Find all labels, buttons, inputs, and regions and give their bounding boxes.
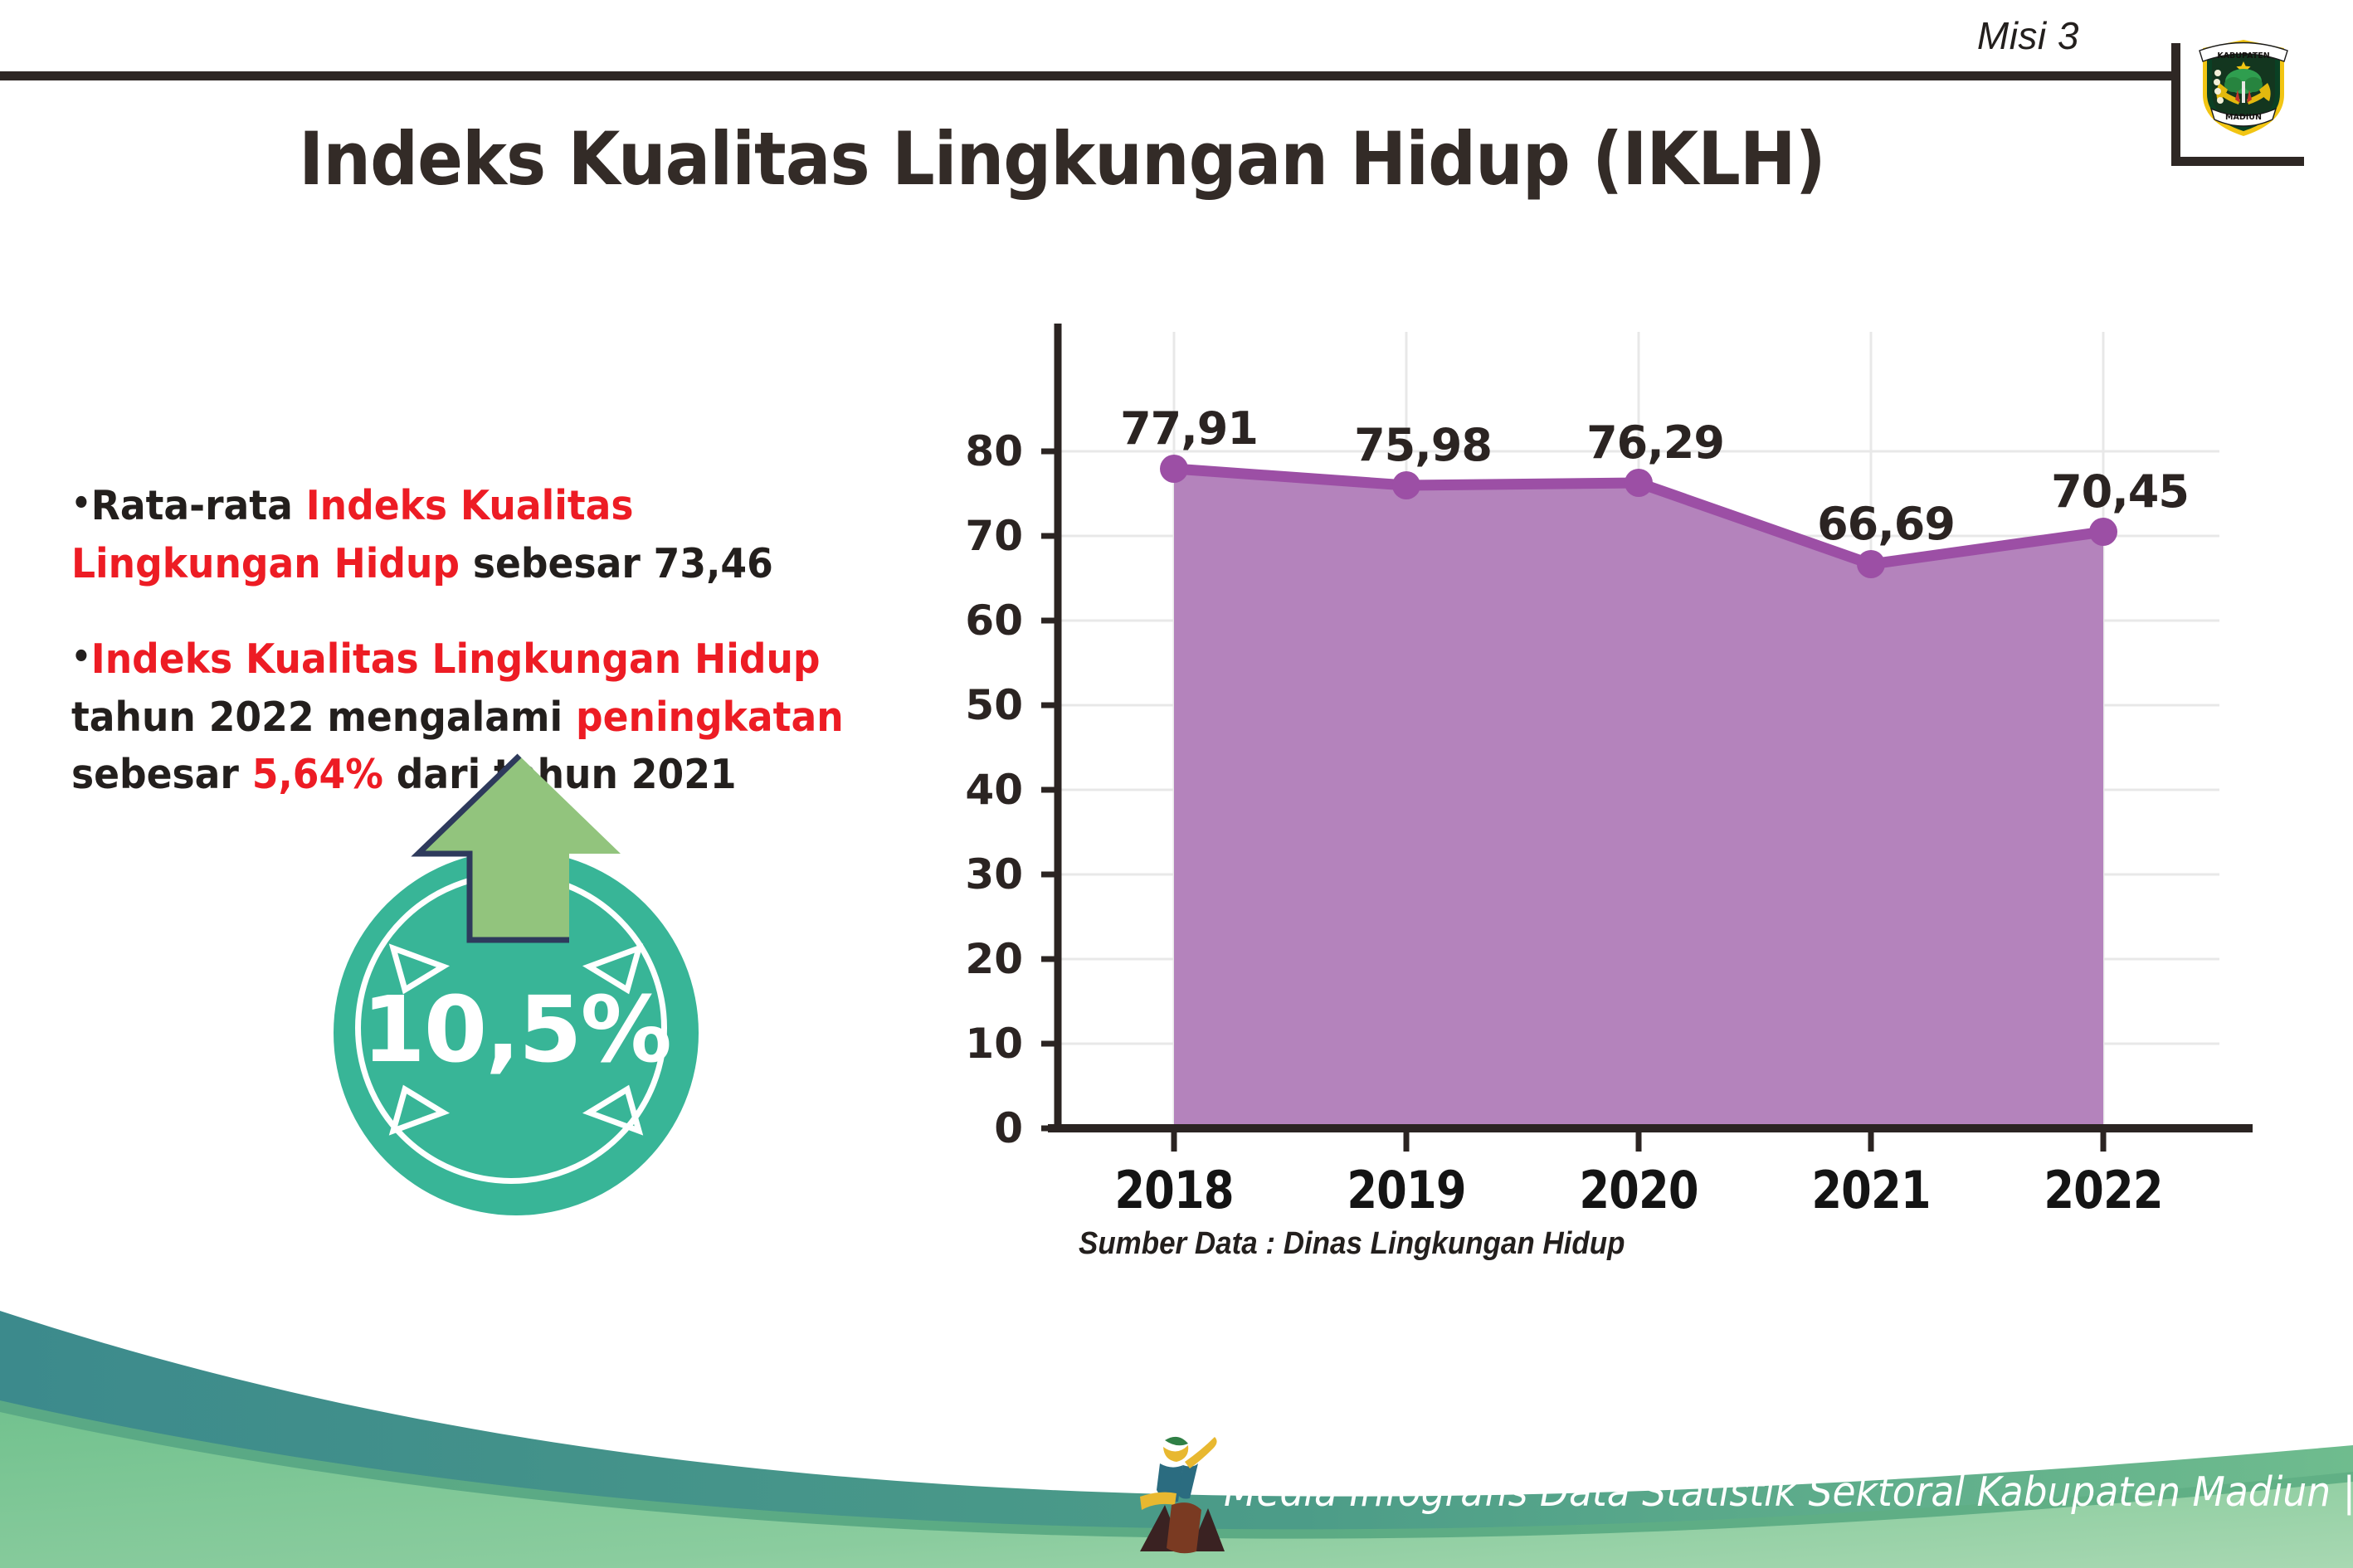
up-arrow-icon: [411, 753, 621, 943]
bullet-1-text-a: Rata-rata: [90, 482, 306, 529]
data-label-2020: 76,29: [1586, 416, 1725, 469]
y-axis-ticks: [1041, 448, 1058, 1132]
bullet-marker: •: [71, 638, 91, 676]
bullet-2-text-a: tahun 2022 mengalami: [71, 693, 576, 741]
bullet-2-highlight-a: Indeks Kualitas Lingkungan Hidup: [90, 635, 821, 683]
y-tick-50: 50: [965, 681, 1023, 729]
chart-canvas: [1041, 324, 2253, 1152]
bullet-item-change: •Indeks Kualitas Lingkungan Hidup tahun …: [71, 631, 889, 804]
bullet-item-average: •Rata-rata Indeks Kualitas Lingkungan Hi…: [71, 477, 889, 592]
bullet-1-highlight: Indeks Kualitas Lingkungan Hidup: [71, 482, 634, 587]
mission-label: Misi 3: [1976, 14, 2079, 57]
badge-tick-marks: [388, 943, 644, 1136]
svg-text:MADIUN: MADIUN: [2225, 113, 2262, 122]
y-tick-40: 40: [965, 766, 1023, 814]
x-tick-2018: 2018: [1114, 1160, 1234, 1220]
svg-text:KABUPATEN: KABUPATEN: [2217, 51, 2269, 61]
data-label-2019: 75,98: [1354, 419, 1493, 471]
data-label-2018: 77,91: [1120, 402, 1259, 455]
header-rule-foot: [2171, 157, 2304, 166]
kabupaten-madiun-logo-icon: KABUPATEN MADIUN: [2199, 40, 2288, 136]
y-tick-0: 0: [994, 1104, 1023, 1152]
header-rule: [0, 71, 2180, 80]
y-tick-80: 80: [965, 427, 1023, 475]
chart-markers: [1160, 455, 2117, 578]
header-rule-riser: [2171, 43, 2180, 166]
page-title: Indeks Kualitas Lingkungan Hidup (IKLH): [299, 116, 1826, 202]
footer-wave-decoration: [0, 1311, 2353, 1568]
y-tick-60: 60: [965, 597, 1023, 645]
x-tick-2020: 2020: [1579, 1160, 1698, 1220]
iklh-area-chart: 0 10 20 30 40 50 60 70 80 2018 2019 2020…: [958, 282, 2253, 1261]
x-axis-ticks: [1171, 1128, 2107, 1152]
y-tick-20: 20: [965, 935, 1023, 983]
y-tick-10: 10: [965, 1020, 1023, 1068]
bullet-marker: •: [71, 485, 91, 523]
source-note: Sumber Data : Dinas Lingkungan Hidup: [1079, 1226, 1625, 1261]
bullet-1-text-b: sebesar 73,46: [460, 539, 773, 587]
y-tick-70: 70: [965, 512, 1023, 560]
chart-area-fill: [1174, 469, 2103, 1128]
data-label-2021: 66,69: [1817, 498, 1956, 550]
bullet-2-text-c: dari tahun 2021: [382, 751, 737, 799]
x-tick-2021: 2021: [1811, 1160, 1931, 1220]
x-tick-2019: 2019: [1347, 1160, 1466, 1220]
footer-caption: Media Infografis Data Statistik Sektoral…: [1224, 1468, 2353, 1516]
bullet-2-highlight-c: 5,64%: [251, 751, 383, 799]
increase-badge: 10,5%: [322, 751, 753, 1215]
y-tick-30: 30: [965, 850, 1023, 898]
bullet-2-text-b: sebesar: [71, 751, 252, 799]
media-infografis-figure-icon: [1140, 1436, 1225, 1554]
badge-value: 10,5%: [362, 976, 672, 1083]
data-label-2022: 70,45: [2051, 465, 2190, 518]
bullet-2-highlight-b: peningkatan: [575, 693, 844, 741]
x-tick-2022: 2022: [2044, 1160, 2163, 1220]
